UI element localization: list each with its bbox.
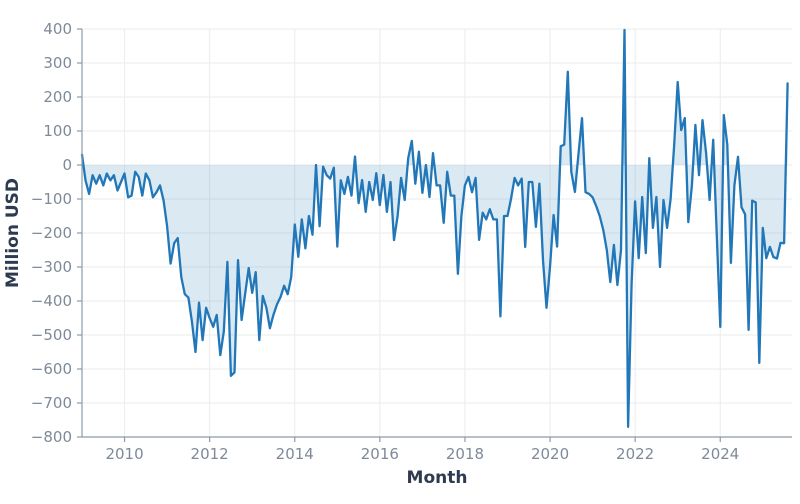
y-tick-label: −600 [31,360,72,378]
y-axis-title: Million USD [3,178,23,288]
y-tick-label: −300 [31,258,72,276]
y-tick-label: 200 [43,88,72,106]
tick-labels: 400 300 200 100 0 −100 −200 −300 −400 −500 −600 −70… [31,20,740,463]
x-tick-label: 2024 [701,445,739,463]
tick-marks [77,28,721,442]
x-axis-title: Month [407,468,468,488]
y-tick-label: −500 [31,326,72,344]
y-tick-label: −700 [31,394,72,412]
x-tick-label: 2022 [616,445,654,463]
y-tick-label: −100 [31,190,72,208]
y-tick-label: −200 [31,224,72,242]
y-tick-label: 100 [43,122,72,140]
area-fill [82,30,788,427]
y-tick-label: −400 [31,292,72,310]
x-tick-label: 2010 [105,445,143,463]
data-line [80,28,789,428]
y-tick-label: 400 [43,20,72,38]
x-tick-label: 2014 [276,445,314,463]
x-tick-label: 2020 [531,445,569,463]
y-tick-label: 0 [62,156,72,174]
y-tick-label: −800 [31,428,72,446]
x-tick-label: 2018 [446,445,484,463]
x-tick-label: 2016 [361,445,399,463]
x-tick-label: 2012 [191,445,229,463]
y-tick-label: 300 [43,54,72,72]
